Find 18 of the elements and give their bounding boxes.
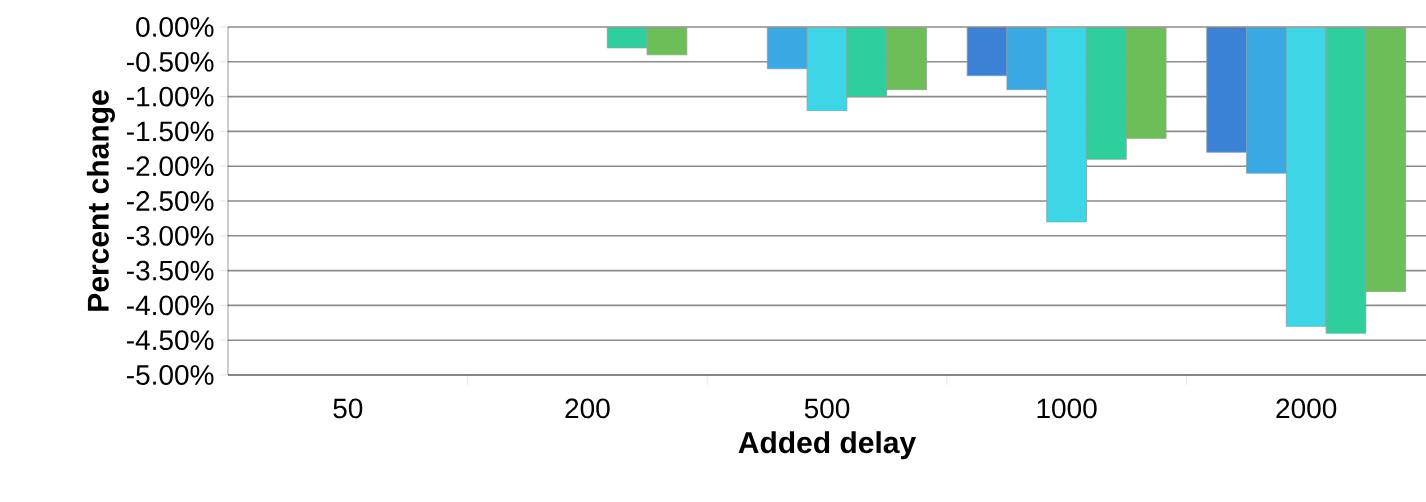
y-tick-label: -1.00%: [127, 86, 214, 107]
x-tick-label: 200: [565, 398, 610, 419]
x-tick-label: 2000: [1276, 398, 1337, 419]
x-tick-label: 50: [333, 398, 363, 419]
y-tick-label: -5.00%: [127, 365, 214, 385]
y-tick-label: -0.50%: [127, 51, 214, 72]
y-tick-label: -3.50%: [127, 260, 214, 281]
y-tick-label: -2.50%: [127, 191, 214, 211]
x-tick-label: 500: [804, 398, 850, 419]
y-tick-label: -1.50%: [127, 121, 214, 142]
y-tick-label: 0.00%: [136, 17, 214, 37]
y-tick-label: -4.00%: [127, 295, 214, 316]
y-tick-label: -2.00%: [127, 156, 214, 177]
y-tick-label: -3.00%: [127, 225, 214, 246]
y-tick-label: -4.50%: [127, 330, 214, 351]
x-tick-label: 1000: [1037, 398, 1097, 419]
x-axis-title: Added delay: [738, 431, 917, 460]
y-axis-title: Percent change: [86, 90, 115, 311]
